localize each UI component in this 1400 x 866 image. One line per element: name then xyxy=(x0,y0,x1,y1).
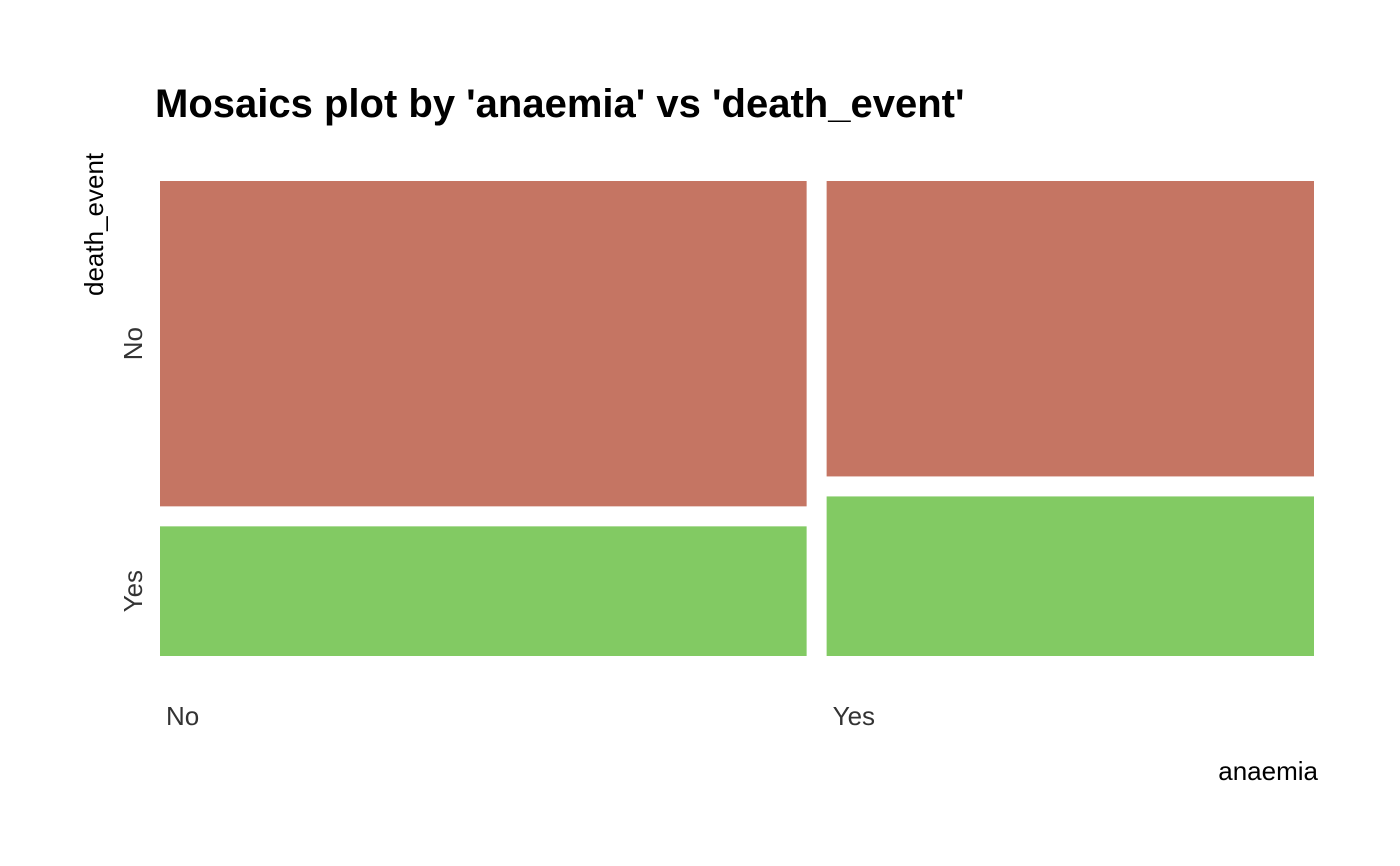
mosaic-cell-no-yes xyxy=(160,526,807,656)
y-tick-labels: No Yes xyxy=(118,327,148,612)
mosaic-cell-yes-yes xyxy=(826,496,1314,656)
x-tick-label-no: No xyxy=(166,701,199,731)
x-tick-label-yes: Yes xyxy=(833,701,875,731)
x-axis-title: anaemia xyxy=(1218,756,1318,786)
y-tick-label-no: No xyxy=(118,327,148,360)
chart-title: Mosaics plot by 'anaemia' vs 'death_even… xyxy=(155,82,964,126)
x-tick-labels: No Yes xyxy=(166,701,875,731)
y-tick-label-yes: Yes xyxy=(118,570,148,612)
mosaic-cell-yes-no xyxy=(826,181,1314,477)
mosaic-cell-no-no xyxy=(160,181,807,507)
y-axis-title: death_event xyxy=(79,152,109,296)
mosaic-cells xyxy=(160,181,1314,656)
